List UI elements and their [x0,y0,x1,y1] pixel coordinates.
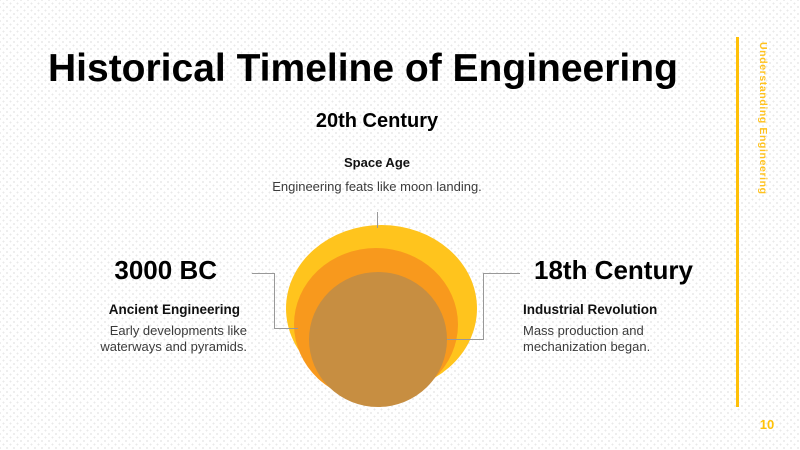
page-number: 10 [759,417,775,432]
milestone-3000-bc: 3000 BC Ancient Engineering Early develo… [47,255,247,354]
side-label: Understanding Engineering [757,42,769,195]
connector-right-horizontal-lower [447,339,483,340]
milestone-18th-century: 18th Century Industrial Revolution Mass … [523,255,703,354]
milestone-title: Industrial Revolution [523,302,658,317]
era-label: 3000 BC [114,255,217,285]
timeline-circle-inner [309,272,447,407]
era-label: 18th Century [534,255,693,285]
connector-right-vertical [483,273,484,340]
accent-divider-line [736,37,739,407]
milestone-20th-century: 20th Century Space Age Engineering feats… [257,110,497,195]
connector-left-horizontal-lower [274,328,298,329]
connector-left-vertical [274,273,275,328]
page-title: Historical Timeline of Engineering [48,47,678,90]
connector-left-horizontal-upper [252,273,275,274]
milestone-description: Early developments like waterways and py… [100,323,247,354]
milestone-description: Engineering feats like moon landing. [272,179,482,194]
milestone-title: Space Age [344,155,410,170]
connector-top [377,212,378,228]
milestone-description: Mass production and mechanization began. [523,323,651,354]
connector-right-horizontal-upper [483,273,520,274]
era-label: 20th Century [315,110,439,132]
milestone-title: Ancient Engineering [108,302,240,317]
